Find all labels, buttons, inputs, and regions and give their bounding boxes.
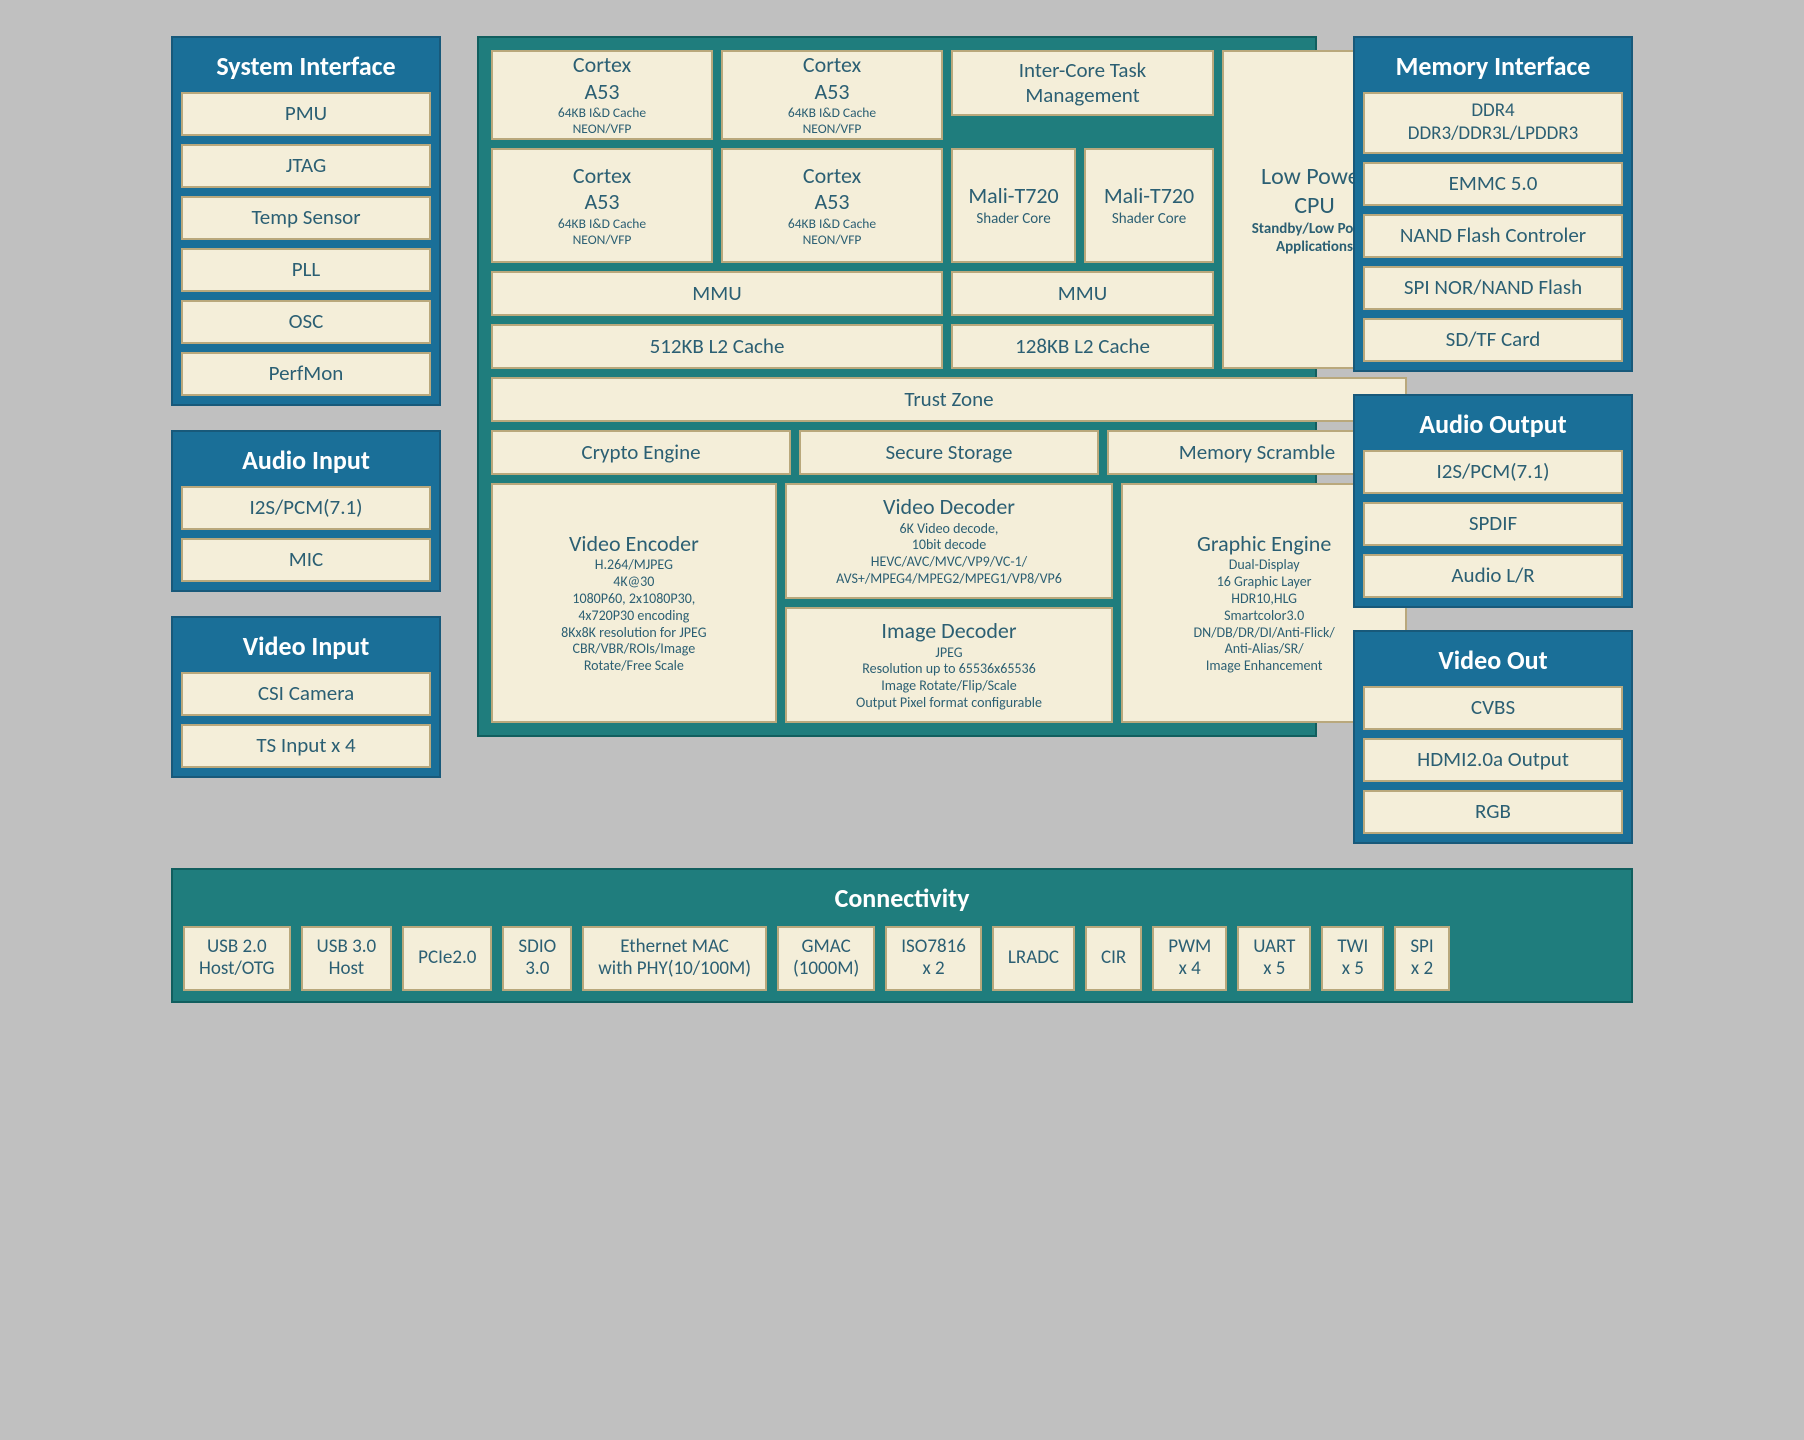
center-column: CortexA53 64KB I&D CacheNEON/VFP CortexA… — [477, 36, 1317, 844]
connectivity-item: UARTx 5 — [1237, 926, 1311, 992]
connectivity-item: SDIO3.0 — [502, 926, 572, 992]
system-interface-item: JTAG — [181, 144, 431, 188]
system-interface-item: PLL — [181, 248, 431, 292]
video-input-item: TS Input x 4 — [181, 724, 431, 768]
mmu-block: MMU — [951, 271, 1214, 316]
media-row: Video Encoder H.264/MJPEG4K@301080P60, 2… — [491, 483, 1407, 723]
audio-output-item: SPDIF — [1363, 502, 1623, 546]
memory-interface-item: NAND Flash Controler — [1363, 214, 1623, 258]
connectivity-item: PWMx 4 — [1152, 926, 1227, 992]
connectivity-item: Ethernet MACwith PHY(10/100M) — [582, 926, 767, 992]
right-column: Memory Interface DDR4DDR3/DDR3L/LPDDR3 E… — [1353, 36, 1633, 844]
panel-title: System Interface — [181, 46, 431, 92]
memory-interface-panel: Memory Interface DDR4DDR3/DDR3L/LPDDR3 E… — [1353, 36, 1633, 372]
panel-title: Video Input — [181, 626, 431, 672]
crypto-engine-block: Crypto Engine — [491, 430, 791, 475]
left-column: System Interface PMU JTAG Temp Sensor PL… — [171, 36, 441, 844]
video-out-panel: Video Out CVBS HDMI2.0a Output RGB — [1353, 630, 1633, 844]
memory-interface-item: DDR4DDR3/DDR3L/LPDDR3 — [1363, 92, 1623, 154]
audio-output-item: Audio L/R — [1363, 554, 1623, 598]
video-encoder-block: Video Encoder H.264/MJPEG4K@301080P60, 2… — [491, 483, 777, 723]
soc-core-panel: CortexA53 64KB I&D CacheNEON/VFP CortexA… — [477, 36, 1317, 737]
image-decoder-block: Image Decoder JPEGResolution up to 65536… — [785, 607, 1114, 723]
connectivity-item: GMAC(1000M) — [777, 926, 875, 992]
mali-t720-core: Mali-T720 Shader Core — [1084, 148, 1214, 263]
connectivity-item: USB 2.0Host/OTG — [183, 926, 291, 992]
cortex-a53-core: CortexA53 64KB I&D CacheNEON/VFP — [721, 148, 943, 263]
connectivity-item: LRADC — [992, 926, 1075, 992]
audio-input-item: I2S/PCM(7.1) — [181, 486, 431, 530]
core-sub: 64KB I&D CacheNEON/VFP — [558, 105, 646, 137]
panel-title: Memory Interface — [1363, 46, 1623, 92]
panel-title: Audio Output — [1363, 404, 1623, 450]
audio-output-item: I2S/PCM(7.1) — [1363, 450, 1623, 494]
system-interface-item: PMU — [181, 92, 431, 136]
connectivity-row: Connectivity USB 2.0Host/OTG USB 3.0Host… — [171, 868, 1633, 1004]
connectivity-panel: Connectivity USB 2.0Host/OTG USB 3.0Host… — [171, 868, 1633, 1004]
cortex-a53-core: CortexA53 64KB I&D CacheNEON/VFP — [491, 148, 713, 263]
l2-cache-block: 128KB L2 Cache — [951, 324, 1214, 369]
connectivity-item: PCIe2.0 — [402, 926, 492, 992]
connectivity-item: ISO7816x 2 — [885, 926, 982, 992]
trustzone-block: Trust Zone — [491, 377, 1407, 422]
security-row: Crypto Engine Secure Storage Memory Scra… — [491, 430, 1407, 475]
video-out-item: RGB — [1363, 790, 1623, 834]
system-interface-item: Temp Sensor — [181, 196, 431, 240]
memory-interface-item: SD/TF Card — [1363, 318, 1623, 362]
mali-t720-core: Mali-T720 Shader Core — [951, 148, 1076, 263]
memory-interface-item: EMMC 5.0 — [1363, 162, 1623, 206]
video-input-panel: Video Input CSI Camera TS Input x 4 — [171, 616, 441, 778]
video-out-item: HDMI2.0a Output — [1363, 738, 1623, 782]
video-input-item: CSI Camera — [181, 672, 431, 716]
mmu-block: MMU — [491, 271, 943, 316]
secure-storage-block: Secure Storage — [799, 430, 1099, 475]
system-interface-item: OSC — [181, 300, 431, 344]
panel-title: Audio Input — [181, 440, 431, 486]
system-interface-panel: System Interface PMU JTAG Temp Sensor PL… — [171, 36, 441, 406]
video-decoder-block: Video Decoder 6K Video decode,10bit deco… — [785, 483, 1114, 599]
cortex-a53-core: CortexA53 64KB I&D CacheNEON/VFP — [721, 50, 943, 140]
audio-input-panel: Audio Input I2S/PCM(7.1) MIC — [171, 430, 441, 592]
core-title: CortexA53 — [573, 52, 631, 105]
audio-input-item: MIC — [181, 538, 431, 582]
memory-interface-item: SPI NOR/NAND Flash — [1363, 266, 1623, 310]
connectivity-item: CIR — [1085, 926, 1142, 992]
panel-title: Connectivity — [181, 878, 1623, 924]
intercore-task-mgmt: Inter-Core Task Management — [951, 50, 1214, 116]
connectivity-item: USB 3.0Host — [301, 926, 393, 992]
connectivity-item: SPIx 2 — [1394, 926, 1449, 992]
connectivity-item: TWIx 5 — [1321, 926, 1384, 992]
panel-title: Video Out — [1363, 640, 1623, 686]
l2-cache-block: 512KB L2 Cache — [491, 324, 943, 369]
cortex-a53-core: CortexA53 64KB I&D CacheNEON/VFP — [491, 50, 713, 140]
video-out-item: CVBS — [1363, 686, 1623, 730]
soc-block-diagram: System Interface PMU JTAG Temp Sensor PL… — [36, 36, 1768, 1003]
audio-output-panel: Audio Output I2S/PCM(7.1) SPDIF Audio L/… — [1353, 394, 1633, 608]
system-interface-item: PerfMon — [181, 352, 431, 396]
